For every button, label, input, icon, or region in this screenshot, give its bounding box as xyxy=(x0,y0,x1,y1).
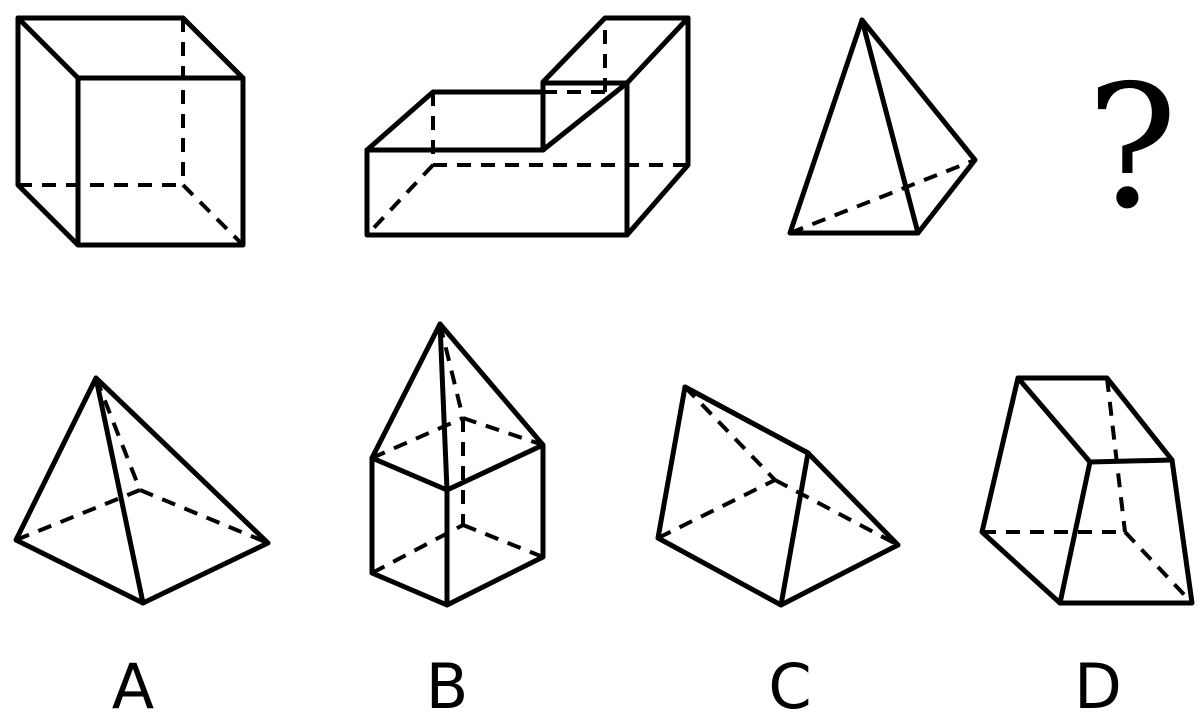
question-row: ? xyxy=(15,15,1178,248)
options-row: A B C D xyxy=(13,321,1195,720)
option-a-figure[interactable] xyxy=(13,375,271,606)
option-d-label[interactable]: D xyxy=(1074,650,1122,720)
option-c-figure[interactable] xyxy=(655,384,901,608)
option-c-label[interactable]: C xyxy=(768,650,811,720)
option-b-figure[interactable] xyxy=(369,321,546,608)
figure-1-cube xyxy=(15,15,246,248)
option-a-label[interactable]: A xyxy=(112,650,154,720)
option-d-figure[interactable] xyxy=(979,375,1195,606)
figure-3-pyramid xyxy=(787,17,978,236)
question-mark: ? xyxy=(1086,49,1177,247)
option-b-label[interactable]: B xyxy=(426,650,469,720)
figure-2-l-prism xyxy=(364,15,691,238)
